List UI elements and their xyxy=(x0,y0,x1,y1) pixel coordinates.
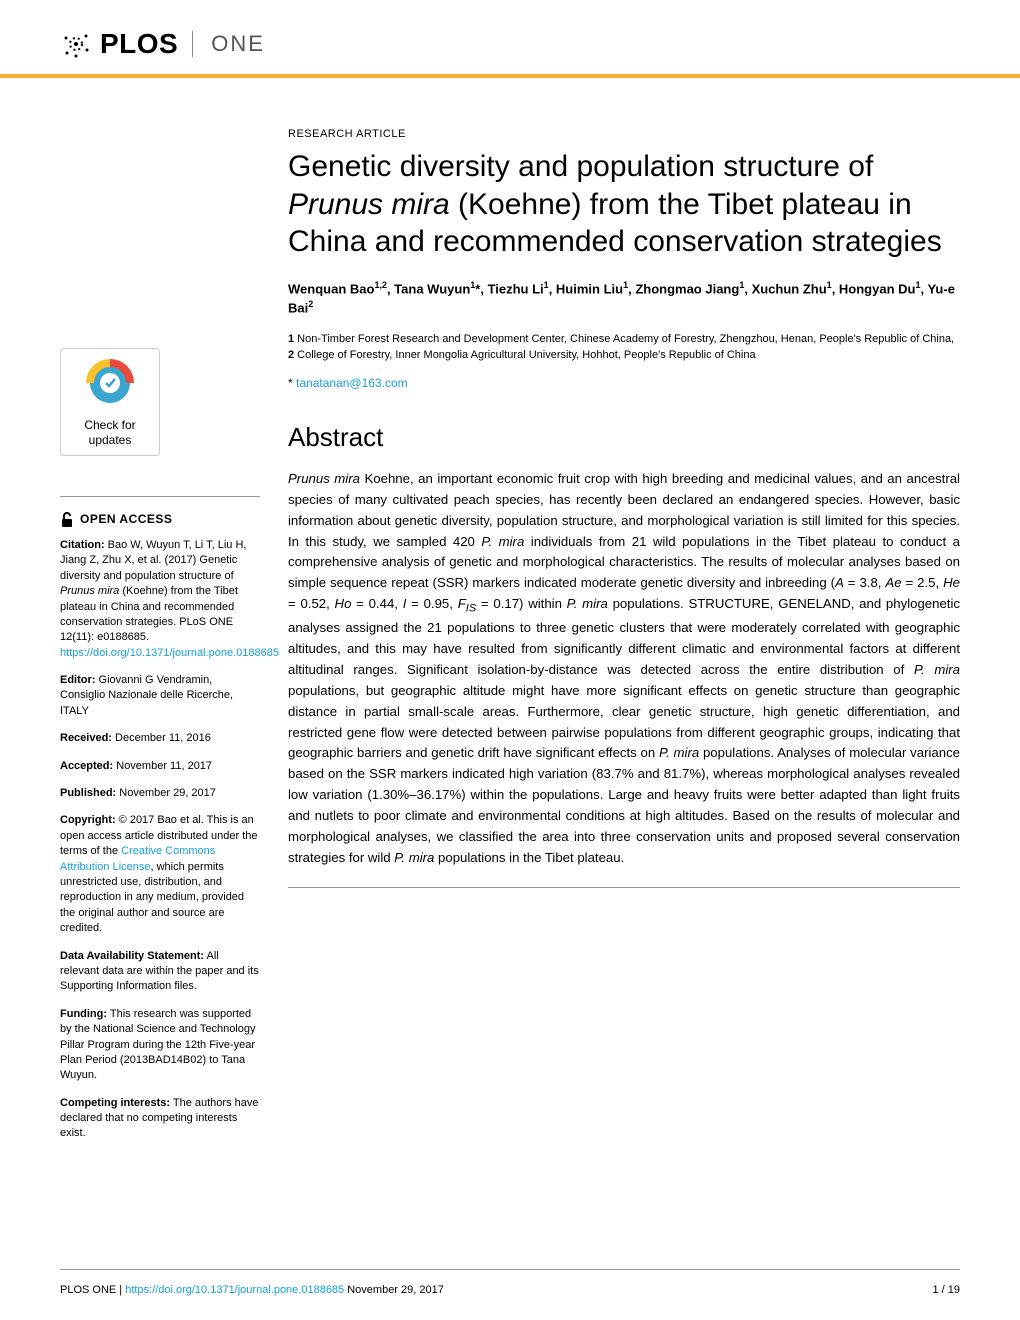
competing-label: Competing interests: xyxy=(60,1097,170,1109)
accepted-text: November 11, 2017 xyxy=(113,760,212,772)
editor-label: Editor: xyxy=(60,674,95,686)
sidebar: Check for updates OPEN ACCESS Citation: … xyxy=(60,128,280,1154)
article-type: RESEARCH ARTICLE xyxy=(288,128,960,140)
one-text: ONE xyxy=(201,31,265,57)
citation-doi-link[interactable]: https://doi.org/10.1371/journal.pone.018… xyxy=(60,647,279,659)
authors: Wenquan Bao1,2, Tana Wuyun1*, Tiezhu Li1… xyxy=(288,279,960,319)
journal-header: PLOS ONE xyxy=(0,0,1020,74)
citation-italic: Prunus mira xyxy=(60,585,119,597)
footer-journal: PLOS ONE | xyxy=(60,1284,125,1296)
data-label: Data Availability Statement: xyxy=(60,950,204,962)
received-label: Received: xyxy=(60,732,112,744)
accepted-label: Accepted: xyxy=(60,760,113,772)
copyright-label: Copyright: xyxy=(60,814,116,826)
published-block: Published: November 29, 2017 xyxy=(60,786,260,801)
plos-text: PLOS xyxy=(100,28,178,60)
footer-page: 1 / 19 xyxy=(932,1284,960,1296)
copyright-block: Copyright: © 2017 Bao et al. This is an … xyxy=(60,813,260,936)
accepted-block: Accepted: November 11, 2017 xyxy=(60,759,260,774)
title-italic: Prunus mira xyxy=(288,188,450,221)
competing-block: Competing interests: The authors have de… xyxy=(60,1096,260,1142)
lock-icon xyxy=(60,512,74,528)
open-access-text: OPEN ACCESS xyxy=(80,511,172,528)
data-block: Data Availability Statement: All relevan… xyxy=(60,949,260,995)
footer-date: November 29, 2017 xyxy=(344,1284,444,1296)
title-pre: Genetic diversity and population structu… xyxy=(288,150,873,183)
published-label: Published: xyxy=(60,787,116,799)
corresponding-email[interactable]: tanatanan@163.com xyxy=(296,376,408,390)
footer-doi-link[interactable]: https://doi.org/10.1371/journal.pone.018… xyxy=(125,1284,344,1296)
published-text: November 29, 2017 xyxy=(116,787,216,799)
editor-block: Editor: Giovanni G Vendramin, Consiglio … xyxy=(60,673,260,719)
funding-block: Funding: This research was supported by … xyxy=(60,1007,260,1084)
open-access-label: OPEN ACCESS xyxy=(60,511,260,528)
logo-separator xyxy=(192,31,193,57)
abstract-body: Prunus mira Koehne, an important economi… xyxy=(288,469,960,868)
footer: PLOS ONE | https://doi.org/10.1371/journ… xyxy=(60,1284,960,1296)
abstract-rule xyxy=(288,887,960,888)
received-text: December 11, 2016 xyxy=(112,732,211,744)
plos-icon xyxy=(60,28,92,60)
received-block: Received: December 11, 2016 xyxy=(60,731,260,746)
plos-logo: PLOS ONE xyxy=(60,28,265,60)
crossmark-icon xyxy=(86,359,134,407)
sidebar-rule xyxy=(60,496,260,497)
corresponding: * tanatanan@163.com xyxy=(288,376,960,390)
badge-line1: Check for xyxy=(69,418,151,432)
badge-line2: updates xyxy=(69,433,151,447)
citation-label: Citation: xyxy=(60,539,105,551)
accent-bar xyxy=(0,74,1020,78)
abstract-heading: Abstract xyxy=(288,422,960,453)
crossmark-badge[interactable]: Check for updates xyxy=(60,348,160,456)
article-title: Genetic diversity and population structu… xyxy=(288,148,960,261)
footer-left: PLOS ONE | https://doi.org/10.1371/journ… xyxy=(60,1284,444,1296)
citation-block: Citation: Bao W, Wuyun T, Li T, Liu H, J… xyxy=(60,538,260,661)
main-column: RESEARCH ARTICLE Genetic diversity and p… xyxy=(280,128,960,1154)
funding-label: Funding: xyxy=(60,1008,107,1020)
footer-rule xyxy=(60,1269,960,1270)
corresponding-symbol: * xyxy=(288,376,296,390)
affiliations: 1 Non-Timber Forest Research and Develop… xyxy=(288,332,960,364)
